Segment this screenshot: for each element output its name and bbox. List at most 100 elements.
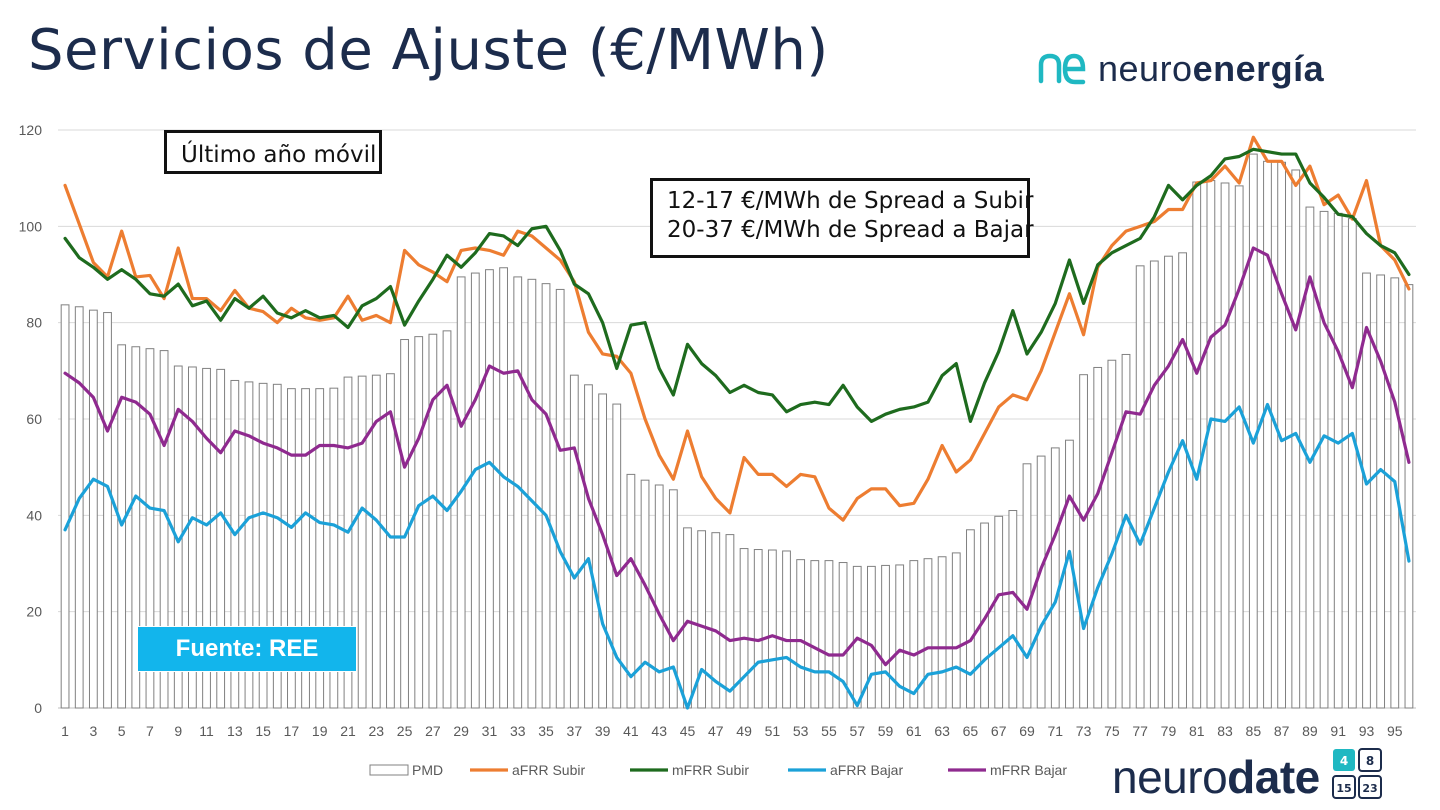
- afrr-bajar-line: [63, 402, 1411, 710]
- page-title: Servicios de Ajuste (€/MWh): [28, 18, 829, 83]
- pmd-bar: [301, 388, 310, 709]
- pmd-bar: [244, 381, 254, 709]
- x-tick-label: 55: [821, 723, 837, 739]
- pmd-bar: [103, 312, 112, 709]
- neurodate-logo: neurodate 4 8 15 23: [1112, 748, 1382, 800]
- pmd-bar: [796, 559, 806, 709]
- pmd-bar: [357, 375, 367, 709]
- pmd-bar: [470, 272, 480, 709]
- x-tick-label: 5: [118, 723, 126, 739]
- pmd-bar: [1404, 284, 1414, 709]
- legend-label: PMD: [412, 762, 443, 778]
- mfrr-subir-line: [63, 147, 1411, 424]
- pmd-bar: [767, 549, 777, 709]
- pmd-bar: [966, 529, 975, 709]
- legend-marker-pmd: [369, 764, 409, 776]
- legend-label: aFRR Bajar: [830, 762, 903, 778]
- x-tick-label: 15: [255, 723, 271, 739]
- pmd-bar: [541, 283, 551, 709]
- pmd-bar: [1050, 447, 1060, 709]
- pmd-bar: [145, 348, 155, 709]
- x-tick-label: 83: [1217, 723, 1233, 739]
- pmd-bar: [753, 549, 763, 709]
- x-tick-label: 41: [623, 723, 639, 739]
- pmd-bar: [428, 333, 438, 709]
- pmd-bar: [131, 346, 141, 709]
- pmd-bar: [329, 387, 339, 709]
- pmd-bar: [895, 564, 905, 709]
- calendar-digit: 4: [1340, 754, 1348, 768]
- calendar-icon: 4 8 15 23: [1331, 748, 1382, 799]
- pmd-bar: [683, 527, 692, 709]
- pmd-bar: [315, 388, 325, 709]
- pmd-bar: [598, 393, 608, 709]
- x-tick-label: 29: [453, 723, 469, 739]
- x-tick-label: 57: [849, 723, 865, 739]
- x-tick-label: 25: [397, 723, 413, 739]
- pmd-bar: [584, 384, 593, 709]
- pmd-bar: [569, 374, 579, 709]
- x-tick-label: 39: [595, 723, 611, 739]
- pmd-bar: [1362, 272, 1371, 709]
- spread-annotation: 12-17 €/MWh de Spread a Subir 20-37 €/MW…: [650, 178, 1034, 258]
- x-tick-label: 19: [312, 723, 328, 739]
- x-tick-label: 13: [227, 723, 243, 739]
- pmd-bar: [711, 532, 721, 709]
- x-tick-label: 51: [765, 723, 781, 739]
- legend-label: mFRR Bajar: [990, 762, 1067, 778]
- pmd-bar: [951, 552, 961, 709]
- x-tick-label: 79: [1161, 723, 1177, 739]
- pmd-bar: [1107, 359, 1117, 709]
- neuroenergia-logo-icon: [1038, 53, 1086, 85]
- pmd-bar: [739, 548, 749, 709]
- x-tick-label: 87: [1274, 723, 1290, 739]
- calendar-digit: 15: [1336, 782, 1351, 795]
- neuroenergia-logo: neuroenergía: [1038, 48, 1324, 90]
- pmd-bar: [258, 382, 268, 709]
- pmd-bar: [937, 556, 947, 709]
- x-tick-label: 17: [284, 723, 300, 739]
- y-tick-label: 80: [26, 315, 42, 331]
- pmd-bar: [668, 489, 678, 709]
- x-tick-label: 9: [174, 723, 182, 739]
- pmd-bar: [1008, 510, 1018, 709]
- pmd-bar: [272, 383, 282, 709]
- y-tick-label: 100: [19, 218, 43, 234]
- pmd-bar: [980, 522, 989, 709]
- pmd-bar: [442, 330, 452, 709]
- spread-up-text: 12-17 €/MWh de Spread a Subir: [667, 188, 1034, 214]
- pmd-bar: [923, 558, 933, 709]
- pmd-bar: [1347, 218, 1357, 709]
- pmd-bar: [499, 267, 508, 709]
- pmd-bar: [838, 562, 848, 709]
- pmd-bar: [626, 473, 636, 709]
- x-tick-label: 63: [934, 723, 950, 739]
- mfrr-bajar-line: [63, 246, 1411, 667]
- pmd-bar: [1220, 182, 1230, 709]
- pmd-bar: [1121, 353, 1131, 709]
- calendar-digit: 8: [1366, 754, 1374, 768]
- pmd-bar: [1149, 260, 1159, 709]
- pmd-bar: [697, 530, 707, 709]
- y-tick-label: 0: [34, 700, 42, 716]
- pmd-bar: [881, 564, 890, 709]
- pmd-bar: [414, 336, 424, 709]
- pmd-bar: [824, 560, 834, 709]
- x-tick-label: 71: [1047, 723, 1063, 739]
- x-tick-label: 11: [199, 723, 214, 739]
- pmd-bar: [202, 367, 211, 709]
- legend-label: mFRR Subir: [672, 762, 749, 778]
- pmd-bar: [1178, 252, 1187, 709]
- x-tick-label: 59: [878, 723, 894, 739]
- x-tick-label: 21: [340, 723, 356, 739]
- spread-down-text: 20-37 €/MWh de Spread a Bajar: [667, 217, 1034, 244]
- x-tick-label: 89: [1302, 723, 1318, 739]
- y-tick-label: 120: [19, 122, 43, 138]
- pmd-bar: [866, 565, 876, 709]
- pmd-bar: [1263, 160, 1272, 709]
- pmd-bar: [513, 276, 523, 709]
- pmd-bar: [1206, 180, 1216, 709]
- y-tick-label: 40: [26, 507, 42, 523]
- x-tick-label: 91: [1330, 723, 1346, 739]
- x-tick-label: 37: [567, 723, 583, 739]
